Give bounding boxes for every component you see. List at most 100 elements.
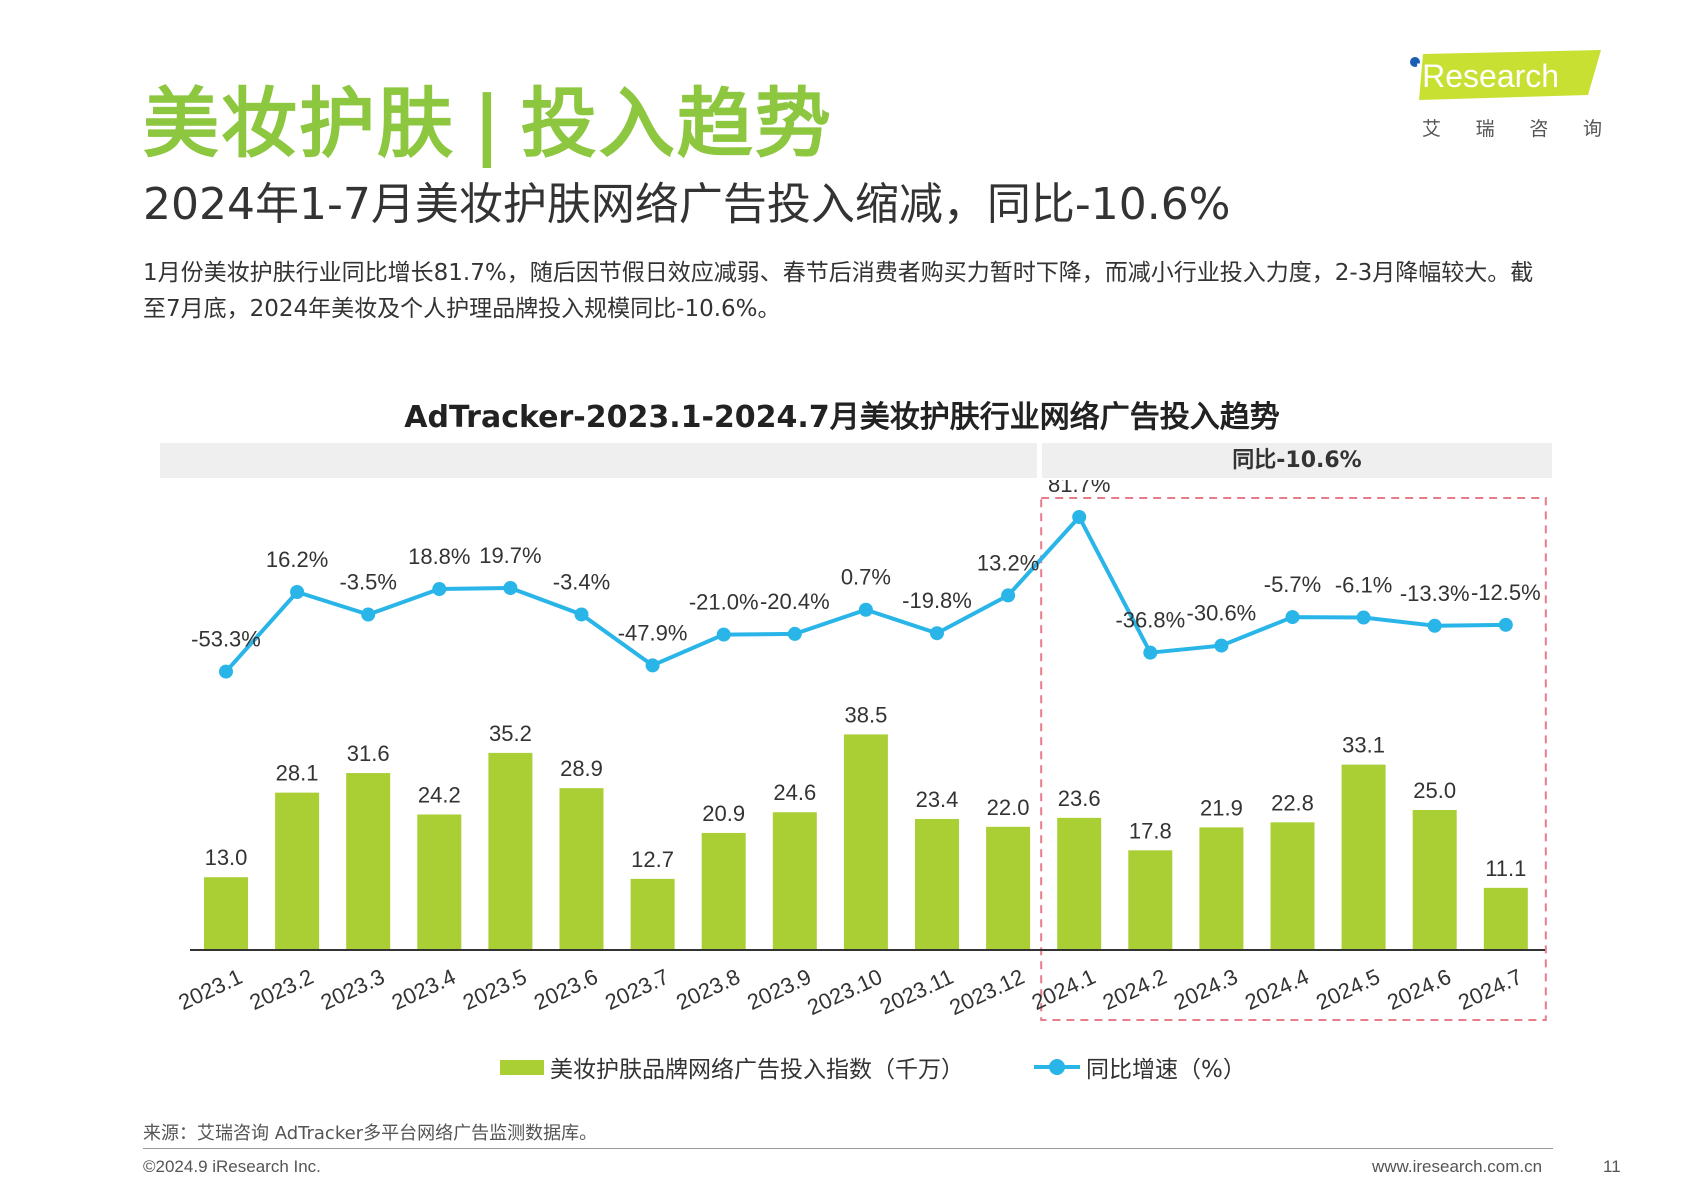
chart-band-left [160, 443, 1037, 478]
bar [1270, 822, 1315, 950]
bar-value-label: 21.9 [1200, 795, 1243, 820]
bar-value-label: 38.5 [844, 702, 887, 727]
logo-dot [1410, 57, 1420, 67]
chart-legend: 美妆护肤品牌网络广告投入指数（千万） 同比增速（%） [500, 1050, 1246, 1084]
line-point [432, 582, 447, 597]
line-point [1214, 638, 1229, 653]
highlight-label: 同比-10.6% [1042, 443, 1552, 478]
line-point [930, 626, 944, 641]
line-value-label: -19.8% [902, 588, 972, 613]
bar-value-label: 13.0 [205, 845, 248, 870]
line-point [361, 607, 376, 622]
bar-value-label: 22.0 [987, 795, 1030, 820]
title-separator: | [473, 79, 503, 168]
x-tick-label: 2023.5 [459, 964, 531, 1015]
page-title: 美妆护肤 | 投入趋势 [143, 62, 833, 172]
website-link[interactable]: www.iresearch.com.cn [1372, 1157, 1543, 1176]
iresearch-logo: iResearch [1410, 50, 1601, 100]
line-value-label: -21.0% [689, 590, 759, 615]
page-number: 11 [1603, 1157, 1621, 1176]
line-point [858, 602, 873, 617]
logo-background [1419, 50, 1601, 100]
x-tick-label: 2023.7 [601, 964, 673, 1015]
logo-char: 咨 [1529, 118, 1549, 140]
line-value-label: -6.1% [1335, 573, 1392, 598]
logo-text: iResearch [1415, 58, 1559, 94]
legend-bar-swatch [500, 1059, 544, 1075]
bar [1057, 817, 1102, 950]
line-value-label: -53.3% [191, 627, 261, 652]
line-value-label: 81.7% [1048, 480, 1110, 497]
title-right: 投入趋势 [520, 79, 833, 168]
line-value-label: -30.6% [1187, 601, 1257, 626]
x-tick-label: 2023.3 [317, 964, 389, 1015]
bar-value-label: 35.2 [489, 721, 532, 746]
bar [701, 832, 746, 950]
chart-title: AdTracker-2023.1-2024.7月美妆护肤行业网络广告投入趋势 [404, 400, 1280, 435]
combo-chart: 13.0 28.1 31.6 24.2 35.2 28.9 12.7 20.9 24.6 38.5… [175, 480, 1547, 1021]
line-value-label: -5.7% [1264, 572, 1321, 597]
x-tick-label: 2024.1 [1028, 964, 1100, 1015]
bar-value-label: 24.6 [773, 780, 816, 805]
x-tick-label: 2023.8 [672, 964, 744, 1015]
bar-value-label: 23.6 [1058, 786, 1101, 811]
bar-value-label: 12.7 [631, 847, 674, 872]
bar [1128, 850, 1173, 950]
logo-subtitle: 艾 瑞 咨 询 [1422, 114, 1602, 141]
bar-value-label: 28.9 [560, 756, 603, 781]
page-subtitle: 2024年1-7月美妆护肤网络广告投入缩减，同比-10.6% [143, 179, 1231, 230]
line-value-label: -3.5% [339, 570, 396, 595]
page-description: 1月份美妆护肤行业同比增长81.7%，随后因节假日效应减弱、春节后消费者购买力暂… [143, 260, 1534, 322]
bar-value-label: 28.1 [276, 761, 319, 786]
line-point [219, 664, 233, 679]
line-point [645, 658, 660, 673]
x-tick-label: 2023.10 [803, 964, 886, 1020]
line-point [574, 607, 589, 622]
line-value-label: -47.9% [618, 620, 688, 645]
bar [772, 812, 817, 950]
line-value-label: 18.8% [408, 544, 470, 569]
x-tick-label: 2023.1 [175, 964, 247, 1015]
footer-divider [143, 1148, 1553, 1149]
bar-value-label: 24.2 [418, 782, 461, 807]
bar-value-label: 22.8 [1271, 790, 1314, 815]
x-tick-label: 2024.2 [1099, 964, 1171, 1015]
line-point [1143, 645, 1158, 660]
x-tick-label: 2023.6 [530, 964, 602, 1015]
legend-line-swatch [1034, 1059, 1080, 1075]
bar-value-label: 17.8 [1129, 818, 1172, 843]
logo-char: 瑞 [1475, 118, 1495, 140]
line-value-label: 13.2% [977, 550, 1039, 575]
logo-char: 询 [1582, 118, 1602, 140]
bar-value-label: 20.9 [702, 801, 745, 826]
bar-value-label: 31.6 [347, 741, 390, 766]
bar [1341, 764, 1386, 950]
logo-char: 艾 [1422, 118, 1442, 140]
bar [559, 788, 604, 950]
bar [986, 826, 1031, 950]
x-tick-label: 2024.4 [1241, 964, 1313, 1015]
line-value-label: -12.5% [1471, 580, 1541, 605]
x-tick-label: 2023.2 [246, 964, 318, 1015]
bar-value-label: 33.1 [1342, 733, 1385, 758]
line-value-label: 19.7% [479, 543, 541, 568]
copyright: ©2024.9 iResearch Inc. [143, 1157, 321, 1176]
line-value-label: -3.4% [553, 569, 610, 594]
x-tick-label: 2024.7 [1454, 964, 1526, 1015]
x-tick-label: 2023.4 [388, 964, 460, 1015]
bar [1199, 827, 1244, 950]
line-value-label: 0.7% [841, 565, 891, 590]
line-value-label: -13.3% [1400, 581, 1470, 606]
x-tick-label: 2024.5 [1312, 964, 1384, 1015]
line-point [787, 626, 802, 641]
bar [1412, 810, 1457, 950]
line-point [290, 584, 305, 599]
line-value-label: -20.4% [760, 589, 830, 614]
bar [843, 734, 888, 950]
x-tick-label: 2023.11 [876, 964, 957, 1020]
x-tick-label: 2023.9 [743, 964, 815, 1015]
bar-value-label: 23.4 [916, 787, 959, 812]
line-value-label: -36.8% [1115, 608, 1185, 633]
x-tick-label: 2024.6 [1383, 964, 1455, 1015]
legend-line-label: 同比增速（%） [1086, 1057, 1246, 1083]
